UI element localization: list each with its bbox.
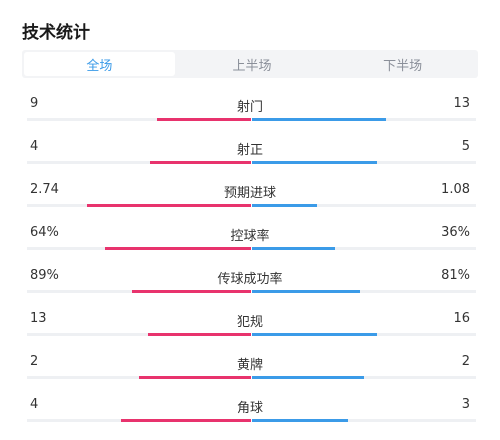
home-value: 4 xyxy=(30,139,39,154)
stat-row: 4 角球 3 xyxy=(22,397,478,437)
home-bar-track xyxy=(27,161,251,164)
stat-name: 射正 xyxy=(236,143,263,158)
home-bar xyxy=(156,118,251,121)
stat-name: 控球率 xyxy=(230,229,270,244)
stat-name: 预期进球 xyxy=(223,186,276,201)
away-bar xyxy=(252,376,364,379)
home-bar xyxy=(87,204,251,207)
stat-row: 9 射门 13 xyxy=(22,96,478,136)
stat-row: 89% 传球成功率 81% xyxy=(22,268,478,308)
away-value: 2 xyxy=(461,354,470,369)
home-value: 2 xyxy=(30,354,39,369)
stat-name: 传球成功率 xyxy=(217,272,283,287)
home-bar xyxy=(121,419,251,422)
away-value: 81% xyxy=(441,268,470,283)
away-bar-track xyxy=(252,204,476,207)
home-bar-track xyxy=(27,376,251,379)
stat-name: 角球 xyxy=(236,401,263,416)
stat-name: 犯规 xyxy=(236,315,263,330)
home-bar-track xyxy=(27,333,251,336)
away-bar xyxy=(252,161,378,164)
tab-second-half[interactable]: 下半场 xyxy=(383,58,423,74)
home-bar xyxy=(139,376,251,379)
home-bar-track xyxy=(27,204,251,207)
away-bar-track xyxy=(252,419,476,422)
away-bar-track xyxy=(252,376,476,379)
tab-first-half[interactable]: 上半场 xyxy=(232,58,272,74)
home-bar xyxy=(147,333,251,336)
home-bar-track xyxy=(27,419,251,422)
home-bar-track xyxy=(27,247,251,250)
stat-row: 64% 控球率 36% xyxy=(22,225,478,265)
away-bar xyxy=(252,419,349,422)
tab-full-match[interactable]: 全场 xyxy=(24,52,175,76)
away-bar xyxy=(252,333,378,336)
stat-name: 射门 xyxy=(236,100,263,115)
stat-row: 4 射正 5 xyxy=(22,139,478,179)
away-value: 5 xyxy=(461,139,470,154)
away-value: 36% xyxy=(441,225,470,240)
away-bar-track xyxy=(252,118,476,121)
period-tabs: 全场 上半场 下半场 xyxy=(22,50,478,78)
home-bar-track xyxy=(27,290,251,293)
away-bar-track xyxy=(252,161,476,164)
home-value: 13 xyxy=(30,311,47,326)
away-bar-track xyxy=(252,333,476,336)
away-bar-track xyxy=(252,290,476,293)
away-value: 3 xyxy=(461,397,470,412)
away-bar-track xyxy=(252,247,476,250)
home-value: 4 xyxy=(30,397,39,412)
stat-name: 黄牌 xyxy=(236,358,263,373)
home-value: 2.74 xyxy=(30,182,59,197)
away-bar xyxy=(252,118,387,121)
home-bar xyxy=(132,290,251,293)
stat-row: 13 犯规 16 xyxy=(22,311,478,351)
stat-row: 2.74 预期进球 1.08 xyxy=(22,182,478,222)
away-value: 13 xyxy=(453,96,470,111)
home-bar xyxy=(105,247,251,250)
home-bar xyxy=(150,161,251,164)
away-bar xyxy=(252,247,335,250)
home-value: 9 xyxy=(30,96,39,111)
away-bar xyxy=(252,204,317,207)
away-value: 16 xyxy=(453,311,470,326)
home-value: 64% xyxy=(30,225,59,240)
home-value: 89% xyxy=(30,268,59,283)
page-title: 技术统计 xyxy=(22,23,90,43)
stat-row: 2 黄牌 2 xyxy=(22,354,478,394)
home-bar-track xyxy=(27,118,251,121)
away-bar xyxy=(252,290,360,293)
away-value: 1.08 xyxy=(441,182,470,197)
